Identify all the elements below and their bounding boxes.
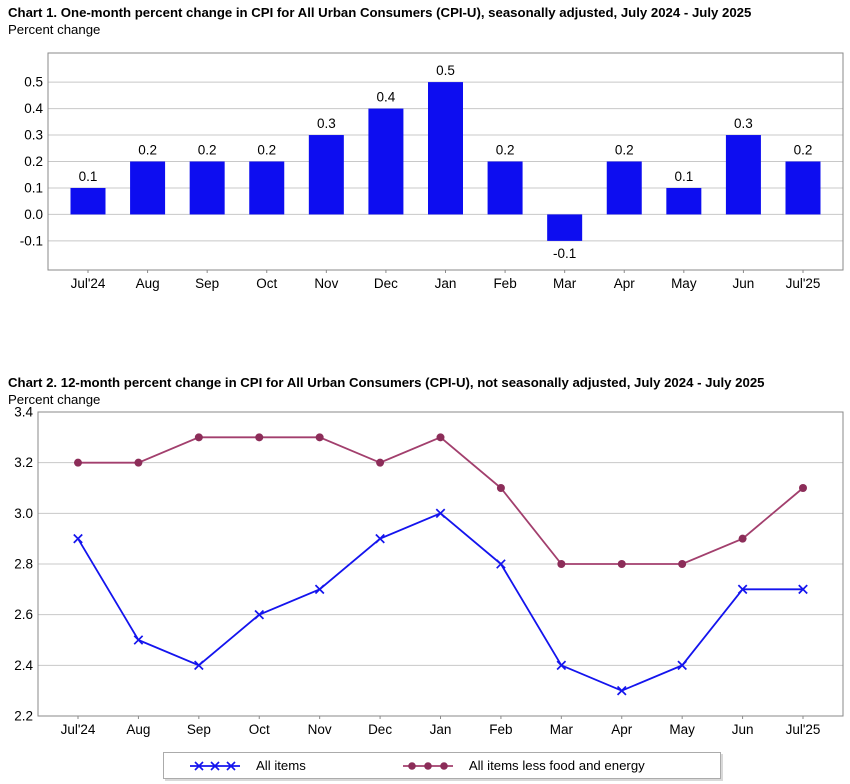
all-items-line-swatch-icon xyxy=(190,760,240,771)
bar-Aug xyxy=(130,161,166,215)
svg-text:3.0: 3.0 xyxy=(14,506,33,521)
y-axis-tick-labels: -0.1 0.0 0.1 0.2 0.3 0.4 0.5 xyxy=(20,75,44,249)
svg-text:Sep: Sep xyxy=(195,276,219,291)
svg-text:Feb: Feb xyxy=(489,722,512,737)
svg-text:Nov: Nov xyxy=(314,276,338,291)
svg-text:0.4: 0.4 xyxy=(24,101,43,116)
chart1-title: Chart 1. One-month percent change in CPI… xyxy=(8,5,752,20)
x-axis-tick-labels: Jul'24 Aug Sep Oct Nov Dec Jan Feb Mar Apr May Jun J… xyxy=(71,270,821,291)
legend-item-all-items: All items xyxy=(189,758,306,773)
svg-text:3.2: 3.2 xyxy=(14,455,33,470)
svg-text:Sep: Sep xyxy=(187,722,211,737)
bar-Nov xyxy=(308,135,344,215)
svg-text:Oct: Oct xyxy=(249,722,270,737)
chart1-subtitle: Percent change xyxy=(8,22,101,37)
svg-text:Aug: Aug xyxy=(136,276,160,291)
svg-text:Jan: Jan xyxy=(435,276,457,291)
svg-text:0.2: 0.2 xyxy=(615,143,634,158)
svg-text:Jan: Jan xyxy=(430,722,452,737)
chart2-subtitle: Percent change xyxy=(8,392,101,407)
bar-Dec xyxy=(368,108,404,215)
chart1-figure: Chart 1. One-month percent change in CPI… xyxy=(0,0,850,330)
bar-Jul'25 xyxy=(785,161,821,215)
svg-text:0.1: 0.1 xyxy=(674,169,693,184)
bar-Jul'24 xyxy=(70,187,106,215)
bar-data-labels: 0.1 0.2 0.2 0.2 0.3 0.4 0.5 0.2 -0.1 0.2 0.1 0.3 0.2 xyxy=(79,63,813,261)
svg-text:2.6: 2.6 xyxy=(14,607,33,622)
y-axis-tick-labels: 2.2 2.4 2.6 2.8 3.0 3.2 3.4 xyxy=(14,405,33,724)
svg-text:0.2: 0.2 xyxy=(138,143,157,158)
svg-text:0.2: 0.2 xyxy=(794,143,813,158)
chart2-legend: All items All items less food and energy xyxy=(163,752,721,779)
series-1 xyxy=(74,433,807,568)
svg-text:0.3: 0.3 xyxy=(24,128,43,143)
bar-May xyxy=(666,187,702,215)
legend-label-all-items: All items xyxy=(256,758,306,773)
legend-item-all-items-less-food-and-energy: All items less food and energy xyxy=(402,758,645,773)
svg-text:Apr: Apr xyxy=(614,276,636,291)
bar-Jan xyxy=(428,82,463,215)
svg-text:May: May xyxy=(671,276,697,291)
svg-text:0.2: 0.2 xyxy=(198,143,217,158)
gridlines xyxy=(38,462,843,666)
bar-Mar xyxy=(547,214,583,241)
svg-text:Mar: Mar xyxy=(550,722,574,737)
svg-text:Apr: Apr xyxy=(611,722,633,737)
svg-text:Nov: Nov xyxy=(308,722,332,737)
plot-frame xyxy=(47,52,844,271)
svg-text:Mar: Mar xyxy=(553,276,577,291)
svg-text:0.3: 0.3 xyxy=(734,116,753,131)
chart2-line-chart: 2.2 2.4 2.6 2.8 3.0 3.2 3.4 Jul'24 Aug Sep Oct Nov D… xyxy=(14,405,844,737)
x-axis-tick-labels: Jul'24 Aug Sep Oct Nov Dec Jan Feb Mar Apr May Jun J… xyxy=(61,716,821,737)
svg-text:Jul'25: Jul'25 xyxy=(786,276,821,291)
svg-text:Jun: Jun xyxy=(732,722,754,737)
svg-text:May: May xyxy=(669,722,695,737)
svg-text:0.2: 0.2 xyxy=(257,143,276,158)
chart2-figure: Chart 2. 12-month percent change in CPI … xyxy=(0,370,850,784)
bar-Apr xyxy=(606,161,642,215)
svg-text:0.2: 0.2 xyxy=(496,143,515,158)
svg-text:0.0: 0.0 xyxy=(24,207,43,222)
svg-text:2.4: 2.4 xyxy=(14,658,33,673)
svg-text:Feb: Feb xyxy=(493,276,516,291)
all-items-less-food-and-energy-line-swatch-icon xyxy=(402,761,453,770)
svg-text:-0.1: -0.1 xyxy=(553,246,576,261)
svg-text:0.1: 0.1 xyxy=(24,180,43,195)
svg-text:Jul'24: Jul'24 xyxy=(71,276,106,291)
chart2-title: Chart 2. 12-month percent change in CPI … xyxy=(8,375,765,390)
series-0 xyxy=(73,508,808,696)
svg-text:0.2: 0.2 xyxy=(24,154,43,169)
svg-text:-0.1: -0.1 xyxy=(20,233,43,248)
svg-text:Jul'25: Jul'25 xyxy=(786,722,821,737)
svg-text:0.3: 0.3 xyxy=(317,116,336,131)
svg-text:0.5: 0.5 xyxy=(24,75,43,90)
svg-text:0.4: 0.4 xyxy=(377,90,396,105)
bar-Feb xyxy=(487,161,523,215)
svg-text:2.2: 2.2 xyxy=(14,709,33,724)
bar-Oct xyxy=(249,161,285,215)
svg-text:Jul'24: Jul'24 xyxy=(61,722,96,737)
svg-text:0.1: 0.1 xyxy=(79,169,98,184)
svg-text:Aug: Aug xyxy=(126,722,150,737)
bar-Sep xyxy=(189,161,225,215)
chart1-bar-chart: -0.1 0.0 0.1 0.2 0.3 0.4 0.5 Jul'24 Aug Sep Oct Nov… xyxy=(20,52,844,291)
svg-text:Dec: Dec xyxy=(374,276,398,291)
svg-text:2.8: 2.8 xyxy=(14,557,33,572)
svg-text:Dec: Dec xyxy=(368,722,392,737)
bar-Jun xyxy=(725,135,761,215)
svg-text:Oct: Oct xyxy=(256,276,277,291)
svg-text:0.5: 0.5 xyxy=(436,63,455,78)
svg-text:3.4: 3.4 xyxy=(14,405,33,420)
svg-text:Jun: Jun xyxy=(733,276,755,291)
legend-label-all-items-less-food-and-energy: All items less food and energy xyxy=(468,758,645,773)
plot-frame xyxy=(37,411,844,717)
bars xyxy=(70,82,821,241)
